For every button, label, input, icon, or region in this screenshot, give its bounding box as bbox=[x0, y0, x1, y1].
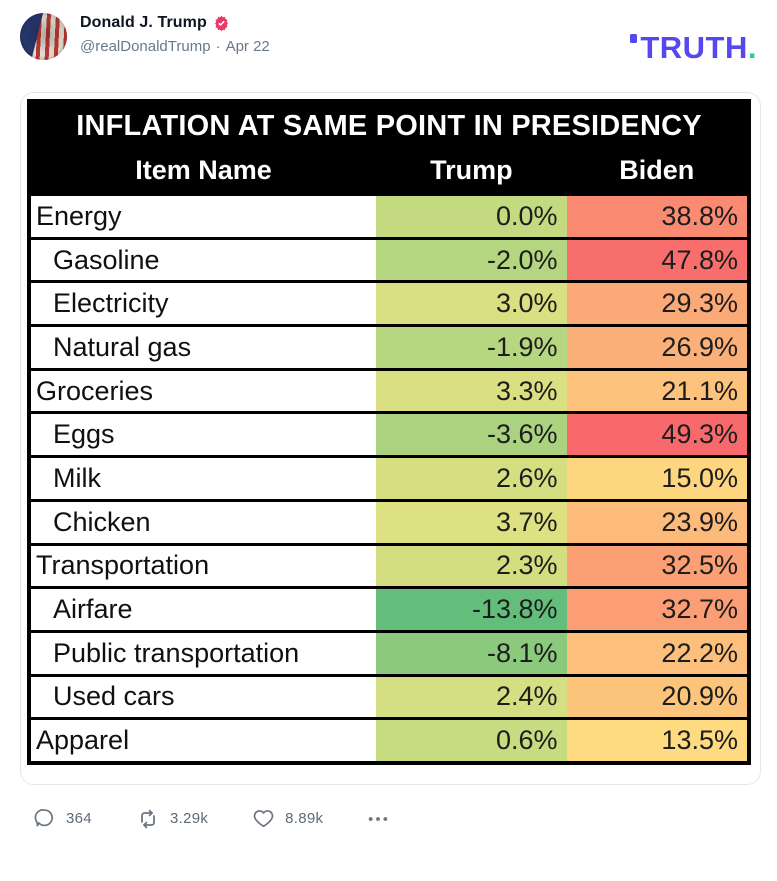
column-header-item: Item Name bbox=[135, 154, 272, 185]
column-header-trump: Trump bbox=[430, 154, 513, 185]
truth-logo-text: TRUTH bbox=[640, 30, 748, 65]
author-block: Donald J. Trump @realDonaldTrump · Apr 2… bbox=[80, 13, 270, 55]
more-button[interactable] bbox=[367, 808, 389, 830]
item-name-cell: Airfare bbox=[31, 589, 377, 630]
inflation-table-body: Energy 0.0% 38.8% Gasoline -2.0% 47.8% Electri… bbox=[31, 193, 747, 761]
like-button[interactable]: 8.89k bbox=[252, 807, 323, 830]
item-name-cell: Used cars bbox=[31, 676, 377, 718]
table-row: Milk 2.6% 15.0% bbox=[31, 455, 747, 499]
item-name-cell: Energy bbox=[31, 196, 377, 237]
biden-value-cell: 38.8% bbox=[566, 196, 747, 237]
biden-value-cell: 49.3% bbox=[566, 414, 747, 456]
biden-value-cell: 13.5% bbox=[566, 720, 747, 761]
table-row: Groceries 3.3% 21.1% bbox=[31, 367, 747, 412]
item-name-cell: Natural gas bbox=[31, 327, 377, 368]
table-row: Natural gas -1.9% 26.9% bbox=[31, 324, 747, 368]
table-row: Electricity 3.0% 29.3% bbox=[31, 280, 747, 325]
table-row: Apparel 0.6% 13.5% bbox=[31, 717, 747, 761]
item-name-cell: Eggs bbox=[31, 414, 377, 456]
item-name-cell: Electricity bbox=[31, 283, 377, 325]
biden-value-cell: 15.0% bbox=[566, 458, 747, 499]
item-name-cell: Milk bbox=[31, 458, 377, 499]
table-row: Public transportation -8.1% 22.2% bbox=[31, 629, 747, 674]
table-row: Airfare -13.8% 32.7% bbox=[31, 586, 747, 630]
biden-value-cell: 29.3% bbox=[566, 283, 747, 325]
item-name-cell: Transportation bbox=[31, 545, 377, 587]
table-row: Used cars 2.4% 20.9% bbox=[31, 673, 747, 718]
post-date[interactable]: Apr 22 bbox=[225, 38, 270, 55]
post-header: Donald J. Trump @realDonaldTrump · Apr 2… bbox=[0, 0, 777, 65]
attachment-image[interactable]: INFLATION AT SAME POINT IN PRESIDENCY It… bbox=[20, 92, 761, 785]
item-name-cell: Groceries bbox=[31, 370, 377, 412]
reply-count: 364 bbox=[66, 810, 92, 828]
item-name-cell: Public transportation bbox=[31, 632, 377, 674]
trump-value-cell: -1.9% bbox=[376, 327, 567, 368]
trump-value-cell: 3.0% bbox=[376, 283, 567, 325]
biden-value-cell: 26.9% bbox=[566, 327, 747, 368]
truth-logo[interactable]: TRUTH . bbox=[630, 13, 757, 66]
trump-value-cell: 2.3% bbox=[376, 545, 567, 587]
table-row: Transportation 2.3% 32.5% bbox=[31, 542, 747, 587]
item-name-cell: Apparel bbox=[31, 720, 377, 761]
biden-value-cell: 20.9% bbox=[566, 676, 747, 718]
trump-value-cell: 0.0% bbox=[376, 196, 567, 237]
biden-value-cell: 23.9% bbox=[566, 501, 747, 543]
handle-line: @realDonaldTrump · Apr 22 bbox=[80, 38, 270, 55]
like-count: 8.89k bbox=[285, 810, 324, 828]
item-name-cell: Gasoline bbox=[31, 239, 377, 281]
trump-value-cell: 2.6% bbox=[376, 458, 567, 499]
biden-value-cell: 32.7% bbox=[566, 589, 747, 630]
biden-value-cell: 22.2% bbox=[566, 632, 747, 674]
trump-value-cell: -2.0% bbox=[376, 239, 567, 281]
reply-button[interactable]: 364 bbox=[33, 807, 92, 830]
repost-icon bbox=[136, 807, 160, 831]
trump-value-cell: -13.8% bbox=[376, 589, 567, 630]
table-row: Gasoline -2.0% 47.8% bbox=[31, 236, 747, 281]
heart-icon bbox=[252, 807, 275, 830]
biden-value-cell: 21.1% bbox=[566, 370, 747, 412]
biden-value-cell: 47.8% bbox=[566, 239, 747, 281]
table-title: INFLATION AT SAME POINT IN PRESIDENCY bbox=[31, 103, 747, 147]
trump-value-cell: 2.4% bbox=[376, 676, 567, 718]
table-row: Energy 0.0% 38.8% bbox=[31, 193, 747, 237]
ellipsis-icon bbox=[367, 808, 389, 830]
table-row: Eggs -3.6% 49.3% bbox=[31, 411, 747, 456]
repost-button[interactable]: 3.29k bbox=[136, 807, 208, 831]
item-name-cell: Chicken bbox=[31, 501, 377, 543]
column-header-biden: Biden bbox=[619, 154, 695, 185]
inflation-table: INFLATION AT SAME POINT IN PRESIDENCY It… bbox=[27, 99, 751, 765]
comment-icon bbox=[33, 807, 56, 830]
biden-value-cell: 32.5% bbox=[566, 545, 747, 587]
separator-dot: · bbox=[215, 38, 221, 55]
trump-value-cell: -3.6% bbox=[376, 414, 567, 456]
repost-count: 3.29k bbox=[169, 810, 209, 828]
verified-seal-icon bbox=[213, 15, 230, 32]
table-row: Chicken 3.7% 23.9% bbox=[31, 498, 747, 543]
trump-value-cell: 3.3% bbox=[376, 370, 567, 412]
post-footer: 364 3.29k 8.89k bbox=[33, 807, 777, 831]
truth-logo-tick bbox=[630, 34, 638, 43]
author-handle[interactable]: @realDonaldTrump bbox=[80, 38, 211, 55]
table-column-headers: Item Name Trump Biden bbox=[31, 147, 747, 193]
trump-value-cell: 3.7% bbox=[376, 501, 567, 543]
trump-value-cell: 0.6% bbox=[376, 720, 567, 761]
avatar[interactable] bbox=[20, 13, 67, 60]
trump-value-cell: -8.1% bbox=[376, 632, 567, 674]
truth-logo-dot: . bbox=[747, 30, 757, 65]
author-name[interactable]: Donald J. Trump bbox=[80, 14, 207, 31]
